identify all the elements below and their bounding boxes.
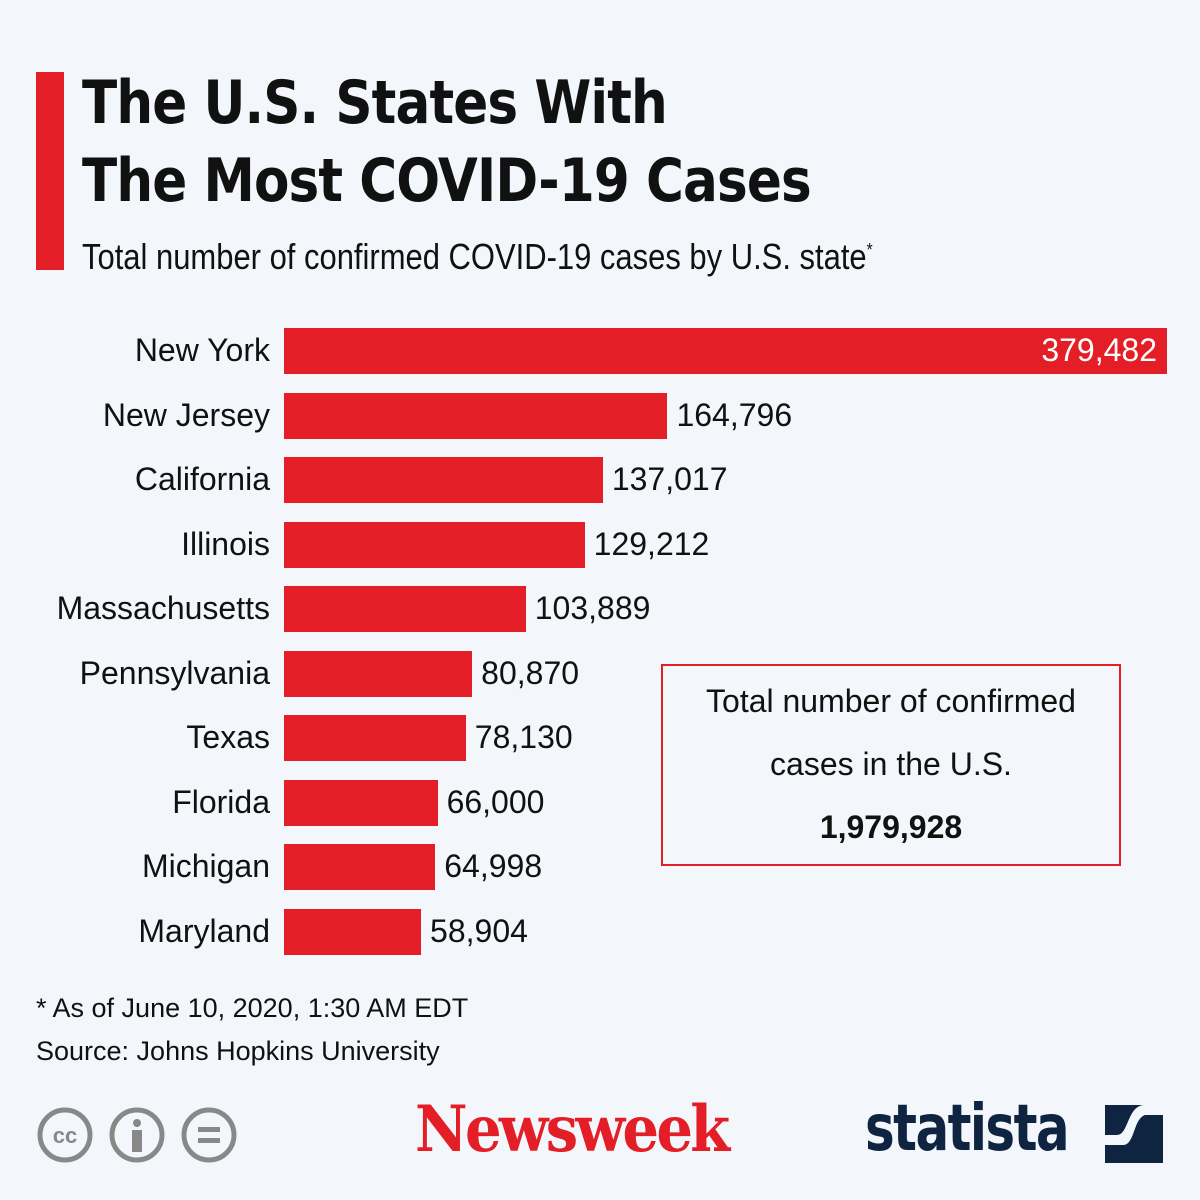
value-label: 137,017 [611, 461, 728, 497]
newsweek-logo: Newsweek [415, 1092, 730, 1167]
total-cases-box: Total number of confirmed cases in the U… [661, 664, 1121, 866]
value-label: 66,000 [446, 783, 545, 820]
cc-icon: cc [37, 1107, 93, 1163]
category-label: New York [134, 332, 270, 368]
category-label: Massachusetts [56, 590, 270, 626]
svg-text:cc: cc [53, 1123, 77, 1148]
by-icon [109, 1107, 165, 1163]
subtitle-asterisk: * [866, 240, 873, 260]
bar [284, 586, 526, 632]
license-icons: cc [37, 1107, 237, 1163]
total-value: 1,979,928 [819, 809, 963, 845]
bar-chart: New York 379,482 New Jersey 164,796 Californ… [56, 328, 1167, 955]
category-label: Pennsylvania [79, 654, 270, 691]
category-label: Florida [172, 783, 270, 820]
total-label-line-1: Total number of confirmed [706, 683, 1076, 719]
nd-icon [181, 1107, 237, 1163]
value-label: 64,998 [444, 848, 543, 884]
bar [284, 908, 422, 955]
total-label-line-2: cases in the U.S. [770, 746, 1012, 782]
value-label: 164,796 [676, 396, 793, 433]
category-label: Michigan [141, 848, 270, 884]
category-label: New Jersey [102, 396, 270, 433]
bar [284, 779, 438, 826]
title-line-1: The U.S. States With [82, 68, 668, 138]
value-label: 80,870 [481, 654, 580, 691]
footnote: * As of June 10, 2020, 1:30 AM EDT [36, 993, 469, 1023]
accent-bar [36, 72, 64, 270]
category-label: Illinois [181, 525, 270, 562]
value-label: 379,482 [1041, 332, 1157, 368]
category-label: Texas [186, 719, 270, 755]
bar [284, 392, 668, 439]
bar [284, 844, 436, 890]
category-label: Maryland [138, 912, 270, 949]
bar [284, 715, 466, 761]
statista-logo: statista [865, 1092, 1070, 1166]
value-label: 58,904 [430, 912, 528, 949]
value-label: 78,130 [474, 719, 573, 755]
bar [284, 521, 585, 568]
source-note: Source: Johns Hopkins University [36, 1036, 440, 1066]
value-label: 103,889 [534, 590, 651, 626]
category-label: California [134, 461, 270, 497]
chart-subtitle: Total number of confirmed COVID-19 cases… [82, 236, 873, 278]
value-label: 129,212 [593, 525, 710, 562]
subtitle-text: Total number of confirmed COVID-19 cases… [82, 236, 867, 277]
bar [284, 650, 473, 697]
title-line-2: The Most COVID-19 Cases [82, 146, 812, 216]
chart-title: The U.S. States With The Most COVID-19 C… [82, 64, 812, 220]
statista-mark-icon [1105, 1105, 1163, 1163]
bar [284, 457, 603, 503]
bar [284, 328, 1167, 374]
